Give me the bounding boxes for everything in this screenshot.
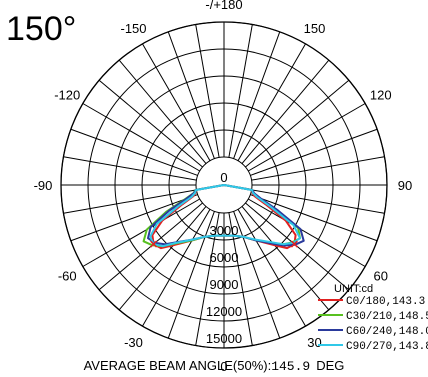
angle-label: -90 xyxy=(34,178,53,193)
angle-label: 60 xyxy=(374,269,388,284)
grid-spoke xyxy=(233,31,281,159)
series-marker xyxy=(150,240,158,248)
polar-grid xyxy=(60,21,388,349)
radial-label: 9000 xyxy=(210,277,239,292)
grid-spoke xyxy=(70,194,198,242)
radial-label: 6000 xyxy=(210,250,239,265)
grid-spoke xyxy=(142,43,211,162)
angle-label: 0 xyxy=(220,359,227,374)
grid-spoke xyxy=(233,211,281,339)
grid-spoke xyxy=(250,128,378,176)
legend-label: C60/240,148.0 xyxy=(346,326,428,338)
curves xyxy=(142,184,305,250)
angle-label: 30 xyxy=(307,335,321,350)
grid-spoke xyxy=(82,103,201,172)
grid-spoke xyxy=(63,156,197,181)
grid-spoke xyxy=(237,43,306,162)
angle-label: 150 xyxy=(304,21,326,36)
grid-spoke xyxy=(70,128,198,176)
grid-spoke xyxy=(142,208,211,327)
legend-label: C0/180,143.3 xyxy=(346,296,425,308)
grid-spoke xyxy=(98,79,203,168)
grid-spoke xyxy=(251,156,385,181)
grid-spoke xyxy=(167,211,215,339)
grid-spoke xyxy=(245,79,350,168)
angle-label: 120 xyxy=(370,88,392,103)
grid-spoke xyxy=(251,189,385,214)
radial-labels: 0 3000 6000 9000 12000 15000 xyxy=(206,170,242,346)
grid-spoke xyxy=(241,59,330,164)
caption: AVERAGE BEAM ANGLE(50%):145.9 DEG xyxy=(84,358,345,374)
grid-spoke xyxy=(118,59,207,164)
angle-label: -/+180 xyxy=(205,0,242,12)
grid-spoke xyxy=(247,198,366,267)
grid-spoke xyxy=(250,194,378,242)
grid-spoke xyxy=(241,206,330,311)
radial-label: 15000 xyxy=(206,331,242,346)
radial-label: 12000 xyxy=(206,304,242,319)
grid-spoke xyxy=(247,103,366,172)
series-curve xyxy=(149,184,301,248)
grid-spoke xyxy=(195,24,220,158)
grid-spoke xyxy=(167,31,215,159)
caption-suffix: DEG xyxy=(316,358,344,373)
angle-label: -150 xyxy=(120,21,146,36)
angle-label: -60 xyxy=(58,269,77,284)
angle-label: -30 xyxy=(124,335,143,350)
unit-label: UNIT:cd xyxy=(334,283,373,295)
grid-spoke xyxy=(228,24,253,158)
caption-text: AVERAGE BEAM ANGLE(50%): xyxy=(84,358,272,373)
radial-label: 0 xyxy=(220,170,227,185)
grid-spoke xyxy=(82,198,201,267)
grid-spoke xyxy=(63,189,197,214)
grid-spoke xyxy=(237,208,306,327)
chart-title: 150° xyxy=(6,10,76,48)
angle-labels: -/+180 150 120 90 60 30 0 -30 -60 -90 -120 -150 xyxy=(34,0,413,374)
legend-label: C30/210,148.5 xyxy=(346,311,428,323)
caption-value: 145.9 xyxy=(271,359,310,374)
angle-label: 90 xyxy=(398,178,412,193)
legend-label: C90/270,143.8 xyxy=(346,341,428,353)
grid-spoke xyxy=(118,206,207,311)
series-marker xyxy=(290,240,298,248)
legend: UNIT:cd C0/180,143.3 C30/210,148.5 C60/240… xyxy=(318,283,428,353)
angle-label: -120 xyxy=(54,88,80,103)
radial-label: 3000 xyxy=(210,223,239,238)
